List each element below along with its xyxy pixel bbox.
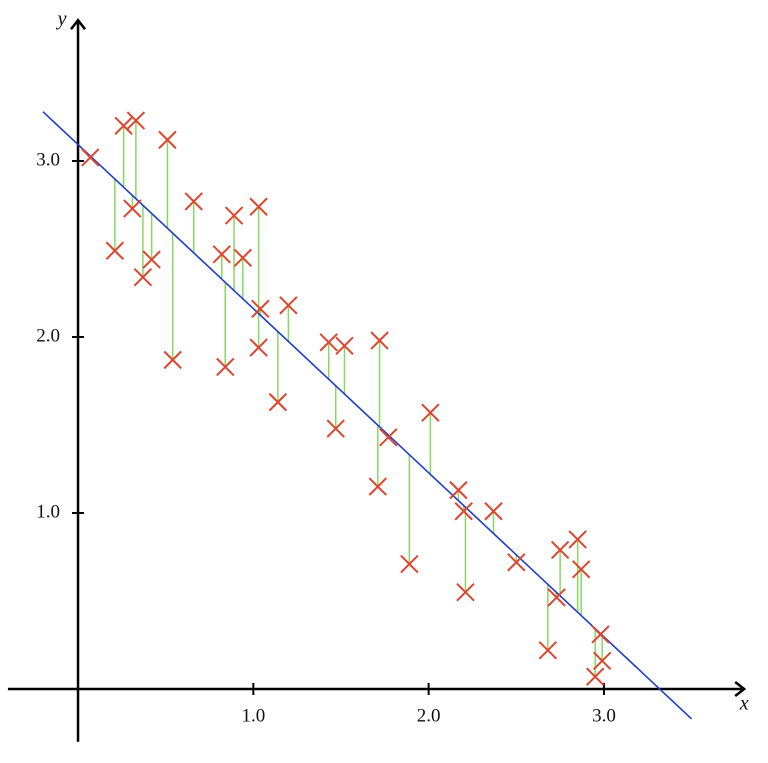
data-point xyxy=(379,428,398,447)
data-point xyxy=(550,540,570,560)
data-point xyxy=(249,338,268,357)
data-point xyxy=(368,477,388,496)
data-point xyxy=(123,199,142,218)
fit-line xyxy=(42,111,693,720)
data-point xyxy=(326,419,345,438)
data-point xyxy=(279,296,298,315)
data-point xyxy=(335,336,354,356)
data-point xyxy=(142,250,161,269)
data-point xyxy=(507,553,526,572)
data-point xyxy=(585,667,605,686)
data-point xyxy=(224,206,244,225)
data-point xyxy=(233,248,253,268)
data-point xyxy=(538,641,558,660)
data-point xyxy=(456,582,475,602)
data-point xyxy=(400,554,419,574)
data-point xyxy=(484,502,503,521)
data-point xyxy=(158,130,177,150)
data-point xyxy=(126,111,146,130)
data-point xyxy=(105,241,125,260)
y-arrow xyxy=(70,18,87,30)
data-point xyxy=(547,588,566,607)
data-point xyxy=(251,299,270,319)
data-point xyxy=(571,560,591,579)
data-point xyxy=(81,148,100,167)
data-point xyxy=(370,331,389,350)
x-tick-label: 1.0 xyxy=(241,705,265,726)
data-point xyxy=(568,530,587,549)
x-tick-label: 2.0 xyxy=(417,705,441,726)
data-point xyxy=(591,625,610,644)
x-tick-label: 3.0 xyxy=(592,705,616,726)
data-point xyxy=(449,480,468,500)
data-point xyxy=(268,392,288,412)
data-point xyxy=(114,116,133,136)
data-point xyxy=(592,651,612,671)
data-point xyxy=(216,357,235,377)
y-axis-label: y xyxy=(56,8,67,30)
data-point xyxy=(319,333,338,352)
y-tick-label: 1.0 xyxy=(36,501,60,522)
data-point xyxy=(421,403,440,422)
y-tick-label: 2.0 xyxy=(36,325,60,346)
x-arrow xyxy=(734,681,747,697)
data-point xyxy=(133,267,153,287)
data-point xyxy=(212,245,231,264)
data-point xyxy=(454,502,473,521)
data-point xyxy=(249,197,268,216)
y-tick-label: 3.0 xyxy=(36,149,60,170)
x-axis-label: x xyxy=(739,693,749,715)
data-point xyxy=(184,192,203,211)
data-point xyxy=(163,350,182,370)
